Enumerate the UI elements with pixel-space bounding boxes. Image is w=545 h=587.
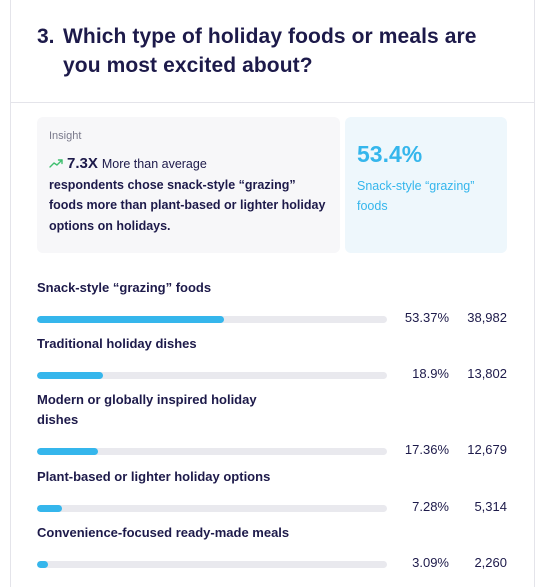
trending-up-icon — [49, 159, 63, 168]
result-bar-line: 3.09% 2,260 — [37, 554, 507, 574]
result-percent: 17.36% — [404, 442, 449, 457]
result-label: Traditional holiday dishes — [37, 336, 197, 351]
result-bar-track — [37, 561, 387, 568]
result-bar-line: 17.36% 12,679 — [37, 441, 507, 461]
highlight-stat-panel: 53.4% Snack-style “grazing” foods — [345, 117, 507, 253]
result-count: 2,260 — [474, 555, 507, 570]
result-row: Plant-based or lighter holiday options 7… — [37, 459, 507, 515]
result-bar-line: 18.9% 13,802 — [37, 365, 507, 385]
result-label: Convenience-focused ready-made meals — [37, 525, 290, 540]
result-bar-track — [37, 505, 387, 512]
result-bar-track — [37, 372, 387, 379]
result-bar-fill — [37, 505, 63, 512]
insight-panel: Insight 7.3X More than average respondent… — [37, 117, 340, 253]
question-number: 3. — [37, 25, 55, 48]
question-title: Which type of holiday foods or meals are… — [63, 25, 477, 77]
result-row: Snack-style “grazing” foods 53.37% 38,98… — [37, 270, 507, 326]
result-bar-fill — [37, 372, 104, 379]
insight-multiplier: 7.3X — [67, 155, 98, 172]
result-bar-fill — [37, 448, 98, 455]
insight-lead-text: More than average — [101, 157, 207, 171]
result-percent: 3.09% — [412, 555, 449, 570]
insight-body-text: respondents chose snack-style “grazing” … — [49, 177, 326, 233]
highlight-value: 53.4% — [357, 141, 423, 167]
result-count: 13,802 — [467, 366, 507, 381]
result-bar-line: 7.28% 5,314 — [37, 498, 507, 518]
result-bar-line: 53.37% 38,982 — [37, 309, 507, 329]
result-row: Modern or globally inspired holiday dish… — [37, 382, 507, 459]
insight-text: 7.3X More than average respondents chose … — [49, 154, 328, 236]
highlight-label: Snack-style “grazing” foods — [357, 179, 475, 213]
result-label: Modern or globally inspired holiday dish… — [37, 392, 257, 427]
insight-label: Insight — [49, 130, 82, 142]
results-list: Snack-style “grazing” foods 53.37% 38,98… — [37, 270, 507, 571]
result-label: Plant-based or lighter holiday options — [37, 469, 271, 484]
result-bar-fill — [37, 316, 224, 323]
result-count: 5,314 — [474, 499, 507, 514]
result-bar-track — [37, 448, 387, 455]
survey-question-card: 3. Which type of holiday foods or meals … — [10, 0, 535, 587]
result-row: Traditional holiday dishes 18.9% 13,802 — [37, 326, 507, 382]
result-percent: 18.9% — [412, 366, 449, 381]
result-label: Snack-style “grazing” foods — [37, 280, 212, 295]
result-row: Convenience-focused ready-made meals 3.0… — [37, 515, 507, 571]
result-bar-fill — [37, 561, 48, 568]
result-count: 12,679 — [467, 442, 507, 457]
result-percent: 7.28% — [412, 499, 449, 514]
insight-row: Insight 7.3X More than average respondent… — [37, 117, 507, 253]
result-count: 38,982 — [467, 310, 507, 325]
result-percent: 53.37% — [404, 310, 449, 325]
question-header: 3. Which type of holiday foods or meals … — [11, 0, 534, 103]
result-bar-track — [37, 316, 387, 323]
